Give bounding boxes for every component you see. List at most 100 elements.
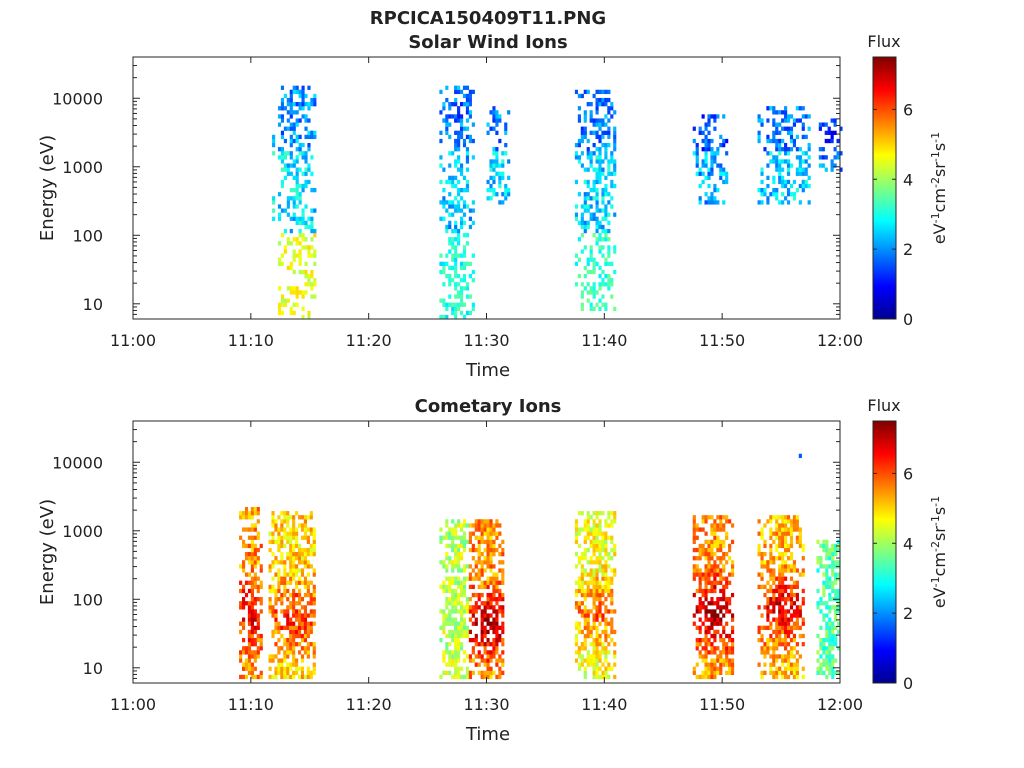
- heatmap-cell: [495, 580, 499, 585]
- heatmap-cell: [295, 102, 299, 107]
- heatmap-cell: [710, 625, 714, 630]
- heatmap-cell: [501, 670, 505, 676]
- heatmap-cell: [816, 670, 820, 676]
- heatmap-cell: [713, 674, 717, 680]
- heatmap-cell: [834, 588, 838, 594]
- heatmap-cell: [792, 192, 797, 197]
- heatmap-cell: [795, 134, 799, 140]
- heatmap-cell: [798, 633, 802, 639]
- heatmap-cell: [280, 114, 285, 119]
- heatmap-cell: [604, 547, 608, 553]
- heatmap-cell: [781, 147, 785, 152]
- heatmap-cell: [795, 592, 799, 598]
- heatmap-cell: [439, 609, 443, 614]
- heatmap-cell: [613, 142, 617, 148]
- heatmap-cell: [710, 633, 714, 639]
- heatmap-cell: [451, 601, 455, 606]
- heatmap-cell: [300, 633, 305, 639]
- heatmap-cell: [772, 130, 776, 135]
- heatmap-cell: [277, 106, 282, 111]
- heatmap-cell: [598, 642, 602, 647]
- heatmap-cell: [489, 670, 493, 676]
- heatmap-cell: [710, 556, 714, 561]
- heatmap-cell: [834, 560, 838, 565]
- heatmap-cell: [731, 658, 735, 663]
- heatmap-cell: [595, 535, 599, 540]
- heatmap-cell: [604, 147, 608, 152]
- heatmap-cell: [283, 560, 287, 565]
- heatmap-cell: [295, 110, 299, 115]
- heatmap-cell: [586, 633, 590, 639]
- y-tick-label: 1000: [62, 158, 103, 177]
- heatmap-cell: [769, 552, 773, 557]
- heatmap-cell: [313, 134, 317, 140]
- heatmap-cell: [719, 515, 723, 520]
- heatmap-cell: [604, 568, 608, 573]
- heatmap-cell: [486, 654, 490, 659]
- heatmap-cell: [830, 163, 834, 168]
- heatmap-cell: [580, 163, 584, 168]
- heatmap-cell: [822, 650, 826, 655]
- heatmap-cell: [760, 674, 764, 680]
- heatmap-cell: [760, 646, 764, 651]
- heatmap-cell: [483, 613, 487, 618]
- heatmap-cell: [495, 584, 499, 590]
- heatmap-cell: [610, 151, 614, 156]
- heatmap-cell: [784, 568, 788, 573]
- heatmap-cell: [577, 580, 581, 585]
- heatmap-cell: [289, 568, 293, 573]
- heatmap-cell: [457, 253, 461, 258]
- heatmap-cell: [831, 543, 835, 549]
- heatmap-cell: [698, 130, 702, 135]
- heatmap-cell: [277, 650, 281, 655]
- heatmap-cell: [828, 642, 832, 647]
- heatmap-cell: [607, 633, 611, 639]
- heatmap-cell: [801, 597, 805, 602]
- heatmap-cell: [307, 130, 311, 135]
- heatmap-cell: [468, 584, 472, 590]
- heatmap-cell: [781, 183, 785, 189]
- heatmap-cell: [239, 588, 243, 594]
- heatmap-cell: [465, 188, 470, 193]
- heatmap-cell: [719, 572, 723, 577]
- heatmap-cell: [695, 556, 699, 561]
- heatmap-cell: [465, 85, 470, 90]
- heatmap-cell: [454, 302, 458, 307]
- heatmap-cell: [583, 134, 587, 140]
- heatmap-cell: [607, 126, 611, 131]
- heatmap-cell: [772, 106, 776, 111]
- heatmap-cell: [256, 511, 260, 516]
- heatmap-cell: [486, 519, 490, 524]
- heatmap-cell: [801, 183, 805, 189]
- heatmap-cell: [819, 646, 823, 651]
- heatmap-cell: [769, 535, 773, 540]
- heatmap-cell: [816, 539, 820, 545]
- heatmap-cell: [498, 580, 502, 585]
- heatmap-cell: [504, 183, 508, 189]
- heatmap-cell: [454, 142, 458, 148]
- heatmap-cell: [707, 118, 711, 123]
- heatmap-cell: [486, 535, 490, 540]
- heatmap-cell: [310, 134, 314, 140]
- heatmap-cell: [253, 613, 257, 618]
- heatmap-cell: [471, 531, 475, 536]
- heatmap-cell: [613, 650, 617, 655]
- heatmap-cell: [442, 200, 446, 205]
- heatmap-cell: [307, 147, 311, 152]
- heatmap-cell: [804, 183, 808, 189]
- heatmap-cell: [719, 670, 723, 676]
- heatmap-cell: [822, 617, 826, 622]
- heatmap-cell: [244, 658, 249, 663]
- heatmap-cell: [501, 200, 505, 205]
- heatmap-cell: [462, 302, 467, 307]
- heatmap-cell: [798, 163, 802, 168]
- heatmap-cell: [778, 654, 782, 659]
- heatmap-cell: [498, 592, 502, 598]
- heatmap-cell: [465, 183, 470, 189]
- heatmap-cell: [778, 601, 782, 606]
- heatmap-cell: [595, 605, 599, 610]
- heatmap-cell: [289, 138, 293, 144]
- heatmap-cell: [831, 646, 835, 651]
- heatmap-cell: [719, 654, 723, 659]
- heatmap-cell: [277, 535, 281, 540]
